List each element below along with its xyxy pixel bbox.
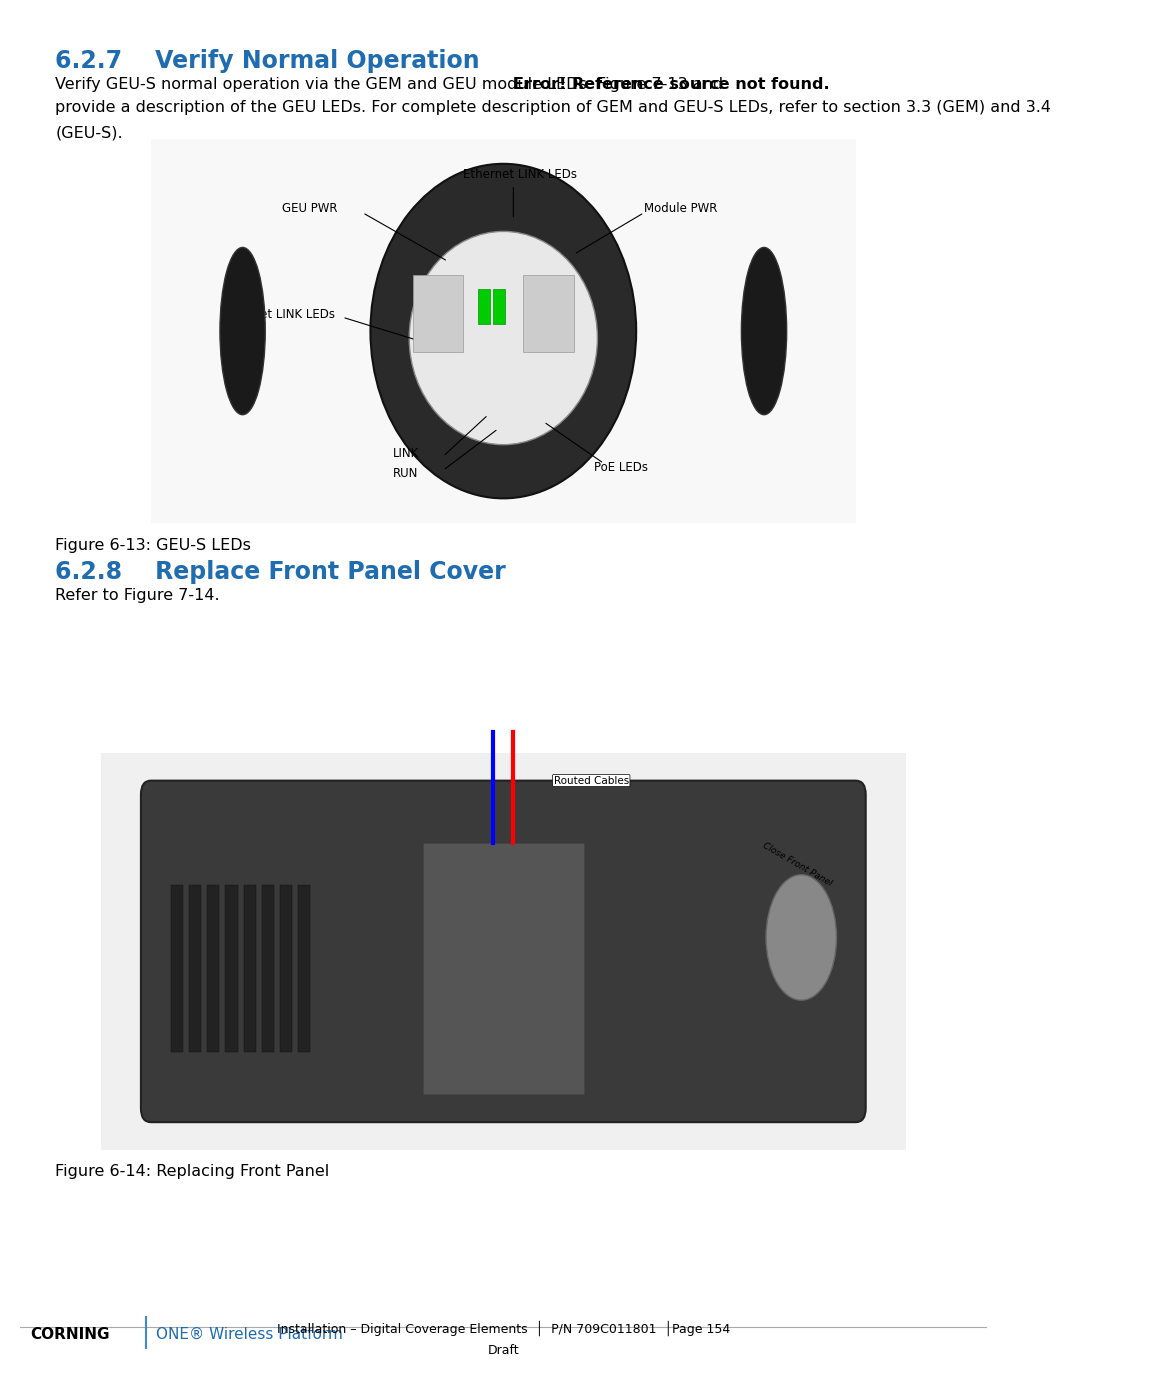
Text: 6.2.8    Replace Front Panel Cover: 6.2.8 Replace Front Panel Cover [55, 560, 506, 584]
Text: Error! Reference source not found.: Error! Reference source not found. [512, 77, 829, 92]
Bar [101, 753, 906, 1150]
Text: GEU PWR: GEU PWR [282, 202, 338, 215]
Text: Figure 6-14: Replacing Front Panel: Figure 6-14: Replacing Front Panel [55, 1164, 329, 1179]
Bar [494, 290, 505, 325]
Text: provide a description of the GEU LEDs. For complete description of GEM and GEU-S: provide a description of the GEU LEDs. F… [55, 100, 1051, 116]
Bar [423, 843, 584, 1094]
Ellipse shape [741, 248, 787, 415]
Ellipse shape [766, 875, 837, 1001]
Text: Installation – Digital Coverage Elements  │  P/N 709C011801  │Page 154: Installation – Digital Coverage Elements… [276, 1320, 729, 1337]
Text: Verify GEU-S normal operation via the GEM and GEU module LEDs. Figure 7-13 and: Verify GEU-S normal operation via the GE… [55, 77, 728, 92]
Text: Module PWR: Module PWR [644, 202, 718, 215]
Text: RUN: RUN [393, 467, 418, 480]
Bar [190, 885, 201, 1052]
Text: Ethernet LINK LEDs: Ethernet LINK LEDs [222, 308, 335, 321]
Text: Close Front Panel: Close Front Panel [761, 841, 833, 888]
Bar [280, 885, 292, 1052]
Text: CORNING: CORNING [30, 1327, 110, 1341]
Bar [207, 885, 220, 1052]
Text: Routed Cables: Routed Cables [554, 775, 629, 786]
Text: 6.2.7    Verify Normal Operation: 6.2.7 Verify Normal Operation [55, 49, 480, 72]
Text: PoE LEDs: PoE LEDs [594, 461, 647, 474]
Ellipse shape [220, 248, 265, 415]
Bar [524, 276, 573, 353]
Text: Refer to Figure 7-14.: Refer to Figure 7-14. [55, 588, 220, 604]
Text: Draft: Draft [488, 1344, 519, 1358]
Bar [261, 885, 274, 1052]
Bar [151, 139, 855, 523]
Text: ONE® Wireless Platform: ONE® Wireless Platform [156, 1327, 343, 1341]
Text: LINK: LINK [393, 447, 418, 460]
Ellipse shape [409, 231, 598, 445]
Bar [413, 276, 464, 353]
Bar [479, 290, 490, 325]
Text: Figure 6-13: GEU-S LEDs: Figure 6-13: GEU-S LEDs [55, 538, 251, 553]
Bar [171, 885, 183, 1052]
Text: Ethernet LINK LEDs: Ethernet LINK LEDs [464, 169, 577, 181]
FancyBboxPatch shape [141, 781, 866, 1122]
Bar [298, 885, 310, 1052]
Bar [244, 885, 255, 1052]
Text: (GEU-S).: (GEU-S). [55, 125, 123, 141]
Ellipse shape [370, 164, 636, 499]
Bar [225, 885, 238, 1052]
